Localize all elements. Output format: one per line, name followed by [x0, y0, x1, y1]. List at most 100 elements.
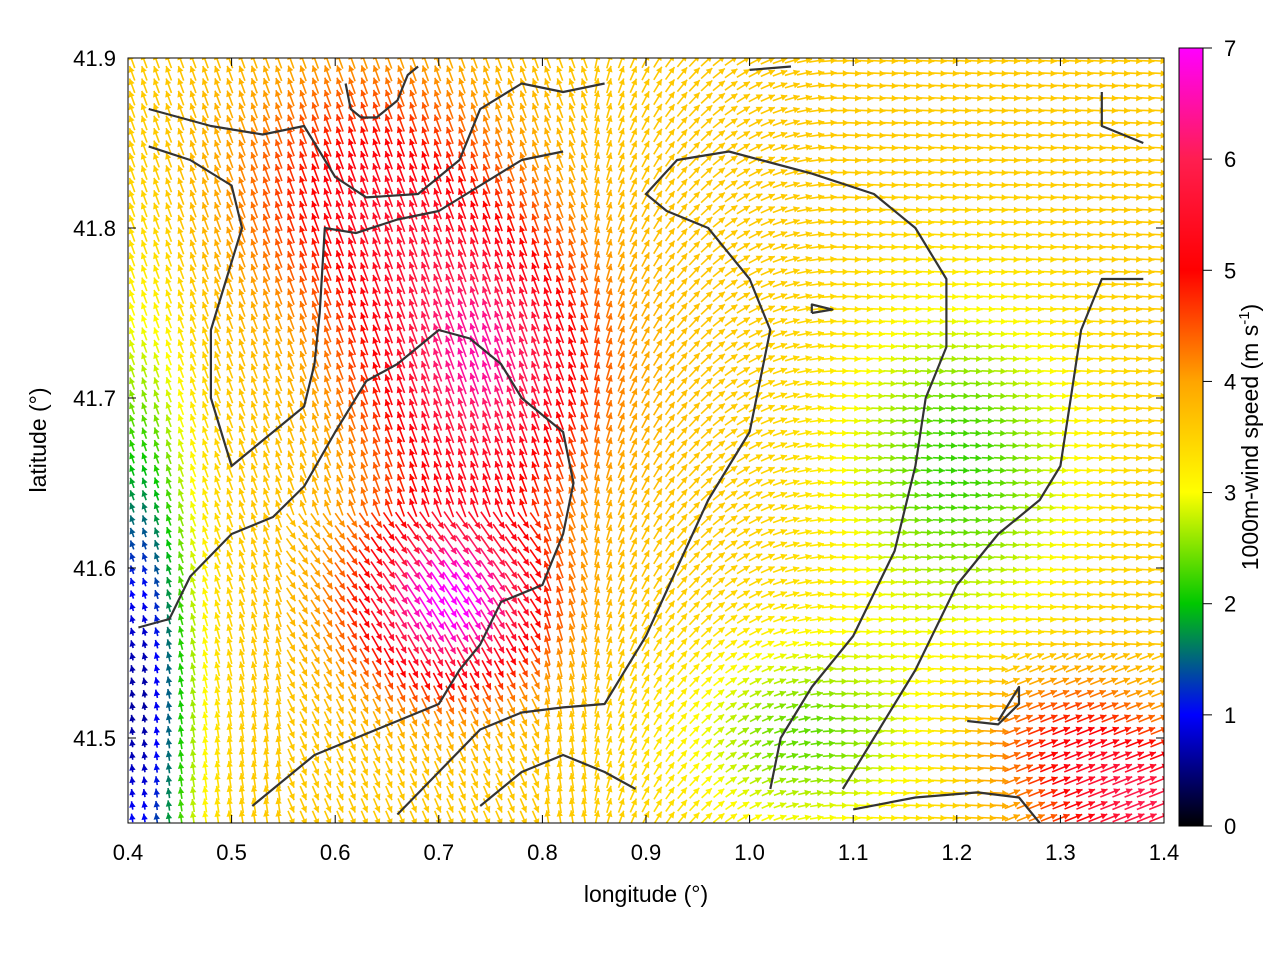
wind-arrow — [153, 402, 160, 415]
wind-arrow — [214, 760, 221, 776]
wind-arrow — [202, 798, 209, 813]
wind-arrow — [202, 612, 209, 627]
wind-arrow — [311, 736, 320, 751]
wind-arrow — [895, 715, 910, 722]
wind-arrow — [323, 698, 332, 714]
wind-arrow — [932, 305, 946, 313]
wind-arrow — [761, 690, 775, 698]
wind-arrow — [712, 154, 726, 166]
wind-arrow — [944, 566, 958, 573]
wind-arrow — [1015, 751, 1034, 760]
wind-arrow — [421, 798, 430, 813]
wind-arrow — [323, 760, 332, 776]
wind-arrow — [629, 165, 638, 181]
wind-arrow — [834, 380, 849, 387]
wind-arrow — [931, 293, 947, 300]
wind-arrow — [433, 785, 442, 801]
wind-arrow — [895, 541, 909, 549]
wind-arrow — [772, 566, 788, 574]
wind-arrow — [748, 143, 763, 153]
wind-arrow — [871, 653, 885, 660]
wind-arrow — [336, 760, 344, 776]
wind-arrow — [993, 479, 1007, 486]
wind-arrow — [458, 785, 467, 801]
wind-arrow — [736, 180, 751, 190]
wind-arrow — [992, 665, 1008, 673]
wind-arrow — [446, 773, 454, 789]
wind-arrow — [408, 660, 419, 678]
wind-arrow — [153, 739, 160, 748]
wind-arrow — [214, 773, 221, 789]
wind-arrow — [784, 392, 800, 399]
wind-arrow — [1018, 516, 1032, 524]
wind-arrow — [760, 528, 776, 537]
wind-arrow — [250, 487, 258, 503]
wind-arrow — [981, 442, 994, 449]
wind-arrow — [140, 190, 148, 205]
wind-arrow — [883, 318, 898, 325]
wind-arrow — [822, 740, 836, 747]
wind-arrow — [665, 612, 676, 626]
wind-arrow — [581, 723, 588, 739]
wind-arrow — [907, 566, 922, 573]
wind-arrow — [226, 723, 233, 739]
wind-arrow — [409, 760, 418, 776]
wind-arrow — [250, 475, 258, 491]
wind-arrow — [933, 492, 945, 499]
wind-arrow — [797, 467, 812, 474]
wind-arrow — [653, 239, 663, 255]
wind-arrow — [287, 723, 295, 739]
wind-arrow — [202, 674, 209, 689]
wind-arrow — [372, 798, 381, 813]
wind-vectors — [128, 58, 1164, 823]
wind-arrow — [858, 529, 873, 536]
wind-arrow — [761, 665, 775, 673]
wind-arrow — [445, 710, 455, 727]
wind-arrow — [1126, 677, 1143, 686]
wind-arrow — [809, 454, 824, 461]
wind-arrow — [1006, 430, 1019, 437]
wind-arrow — [664, 426, 676, 441]
wind-arrow — [688, 402, 701, 415]
wind-arrow — [1136, 788, 1158, 798]
wind-arrow — [433, 748, 442, 764]
wind-arrow — [871, 454, 885, 462]
wind-arrow — [141, 289, 148, 304]
wind-arrow — [809, 491, 824, 499]
wind-arrow — [834, 554, 849, 561]
wind-arrow — [214, 649, 221, 664]
wind-arrow — [664, 451, 676, 465]
wind-arrow — [238, 487, 246, 503]
wind-arrow — [617, 748, 625, 764]
wind-arrow — [785, 653, 800, 660]
wind-arrow — [384, 685, 394, 702]
wind-arrow — [724, 601, 738, 612]
wind-arrow — [153, 439, 160, 452]
wind-arrow — [129, 364, 136, 378]
wind-arrow — [382, 511, 395, 529]
wind-arrow — [797, 529, 812, 536]
wind-arrow — [713, 701, 725, 712]
wind-arrow — [165, 264, 173, 280]
wind-arrow — [165, 451, 172, 465]
wind-arrow — [688, 812, 701, 823]
wind-arrow — [834, 752, 848, 759]
wind-arrow — [676, 178, 688, 192]
wind-arrow — [945, 479, 958, 486]
wind-arrow — [153, 514, 160, 526]
wind-arrow — [348, 711, 357, 727]
wind-arrow — [251, 735, 258, 752]
wind-arrow — [981, 454, 994, 462]
wind-arrow — [202, 587, 209, 602]
wind-arrow — [1017, 665, 1033, 673]
wind-arrow — [1041, 665, 1057, 673]
wind-arrow — [700, 390, 713, 402]
wind-arrow — [1054, 380, 1069, 387]
wind-arrow — [822, 752, 836, 759]
wind-arrow — [797, 442, 812, 449]
wind-arrow — [664, 550, 676, 565]
wind-arrow — [1089, 702, 1107, 711]
wind-arrow — [629, 773, 638, 788]
wind-arrow — [736, 192, 751, 203]
wind-arrow — [882, 293, 898, 300]
